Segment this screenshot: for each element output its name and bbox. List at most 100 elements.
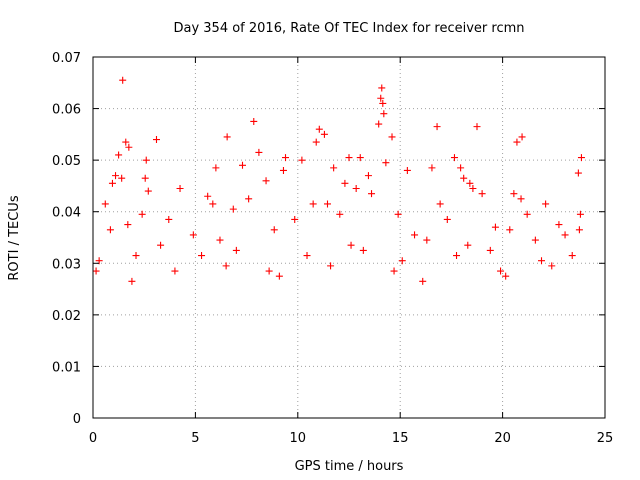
data-point [282,154,290,162]
data-point [450,154,458,162]
data-point [270,226,278,234]
data-point [453,252,461,260]
data-point [309,200,317,208]
data-point [478,190,486,198]
data-point [561,231,569,239]
data-point [345,154,353,162]
data-point [523,210,531,218]
y-tick-label: 0.05 [52,154,81,169]
data-point [411,231,419,239]
data-point [436,200,444,208]
axis-ticks [92,56,606,419]
data-point [518,133,526,141]
data-point [128,277,136,285]
data-point [165,215,173,223]
data-point [375,120,383,128]
data-point [142,156,150,164]
data-point [510,190,518,198]
data-point [323,200,331,208]
data-point [502,272,510,280]
data-point [312,138,320,146]
data-point [229,205,237,213]
data-point [239,161,247,169]
data-point [497,267,505,275]
data-point [144,187,152,195]
data-point [469,185,477,193]
data-point [538,257,546,265]
data-point [330,164,338,172]
data-point [394,210,402,218]
data-points [92,76,585,285]
data-point [245,195,253,203]
data-point [513,138,521,146]
x-tick-label: 10 [290,431,307,446]
data-point [486,246,494,254]
data-point [152,136,160,144]
data-point [368,190,376,198]
data-point [118,174,126,182]
data-point [101,200,109,208]
data-point [457,164,465,172]
y-tick-label: 0.03 [52,257,81,272]
data-point [576,210,584,218]
data-point [364,172,372,180]
x-tick-label: 5 [191,431,199,446]
plot-frame [92,56,606,419]
data-point [222,262,230,270]
data-point [466,179,474,187]
data-point [542,200,550,208]
data-point [428,164,436,172]
data-point [125,143,133,151]
data-point [356,154,364,162]
data-point [119,76,127,84]
data-point [204,192,212,200]
data-point [275,272,283,280]
x-tick-label: 15 [392,431,409,446]
data-point [443,215,451,223]
data-point [223,133,231,141]
data-point [171,267,179,275]
data-point [291,215,299,223]
data-point [423,236,431,244]
data-point [380,110,388,118]
data-point [212,164,220,172]
data-point [379,99,387,107]
data-point [232,246,240,254]
data-point [403,166,411,174]
y-tick-label: 0.04 [52,206,81,221]
data-point [491,223,499,231]
data-point [138,210,146,218]
x-tick-label: 25 [597,431,614,446]
data-point [555,221,563,229]
data-point [115,151,123,159]
data-point [132,252,140,260]
axis-tick-labels: 0 5 10 15 20 25 0 0.01 0.02 0.03 0.04 0.05 0.06 0.07 [52,51,613,446]
data-point [574,169,582,177]
data-point [216,236,224,244]
data-point [352,185,360,193]
data-point [548,262,556,270]
data-point [108,179,116,187]
data-point [517,195,525,203]
data-point [265,267,273,275]
data-point [106,226,114,234]
data-point [531,236,539,244]
data-point [198,252,206,260]
data-point [575,226,583,234]
data-point [320,130,328,138]
data-point [433,123,441,131]
data-point [378,84,386,92]
data-point [122,138,130,146]
data-point [388,133,396,141]
data-point [124,221,132,229]
data-point [157,241,165,249]
data-point [377,94,385,102]
data-point [95,257,103,265]
data-point [112,172,120,180]
data-point [336,210,344,218]
data-point [189,231,197,239]
data-point [464,241,472,249]
y-tick-label: 0.07 [52,51,81,66]
